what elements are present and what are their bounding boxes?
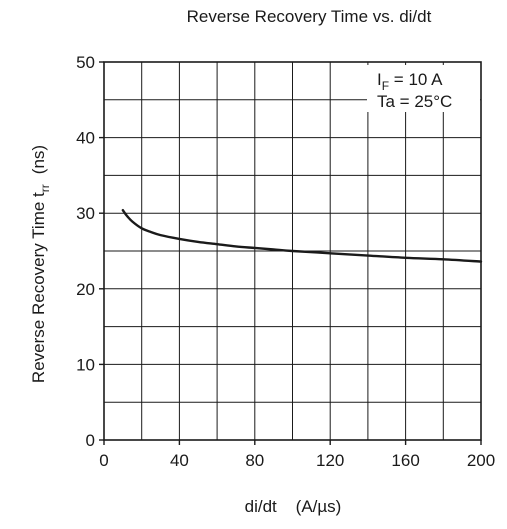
x-tick-label: 120 [316,451,344,470]
y-tick-label: 30 [76,204,95,223]
y-tick-labels: 0 10 20 30 40 50 [76,53,95,450]
annotation-forward-current-subscript: F [382,79,389,93]
y-axis-label-subscript: rr [38,184,52,192]
y-tick-label: 0 [86,431,95,450]
tick-marks [99,61,482,445]
chart-title: Reverse Recovery Time vs. di/dt [187,7,432,26]
x-tick-labels: 0 40 80 120 160 200 [99,451,495,470]
annotation-forward-current: IF = 10 A [377,70,443,93]
y-tick-label: 20 [76,280,95,299]
y-tick-label: 50 [76,53,95,72]
plot-frame [103,61,482,441]
series-line-trr [121,208,483,263]
x-tick-label: 200 [467,451,495,470]
x-tick-label: 160 [391,451,419,470]
x-tick-label: 40 [170,451,189,470]
annotation-background [367,65,480,112]
x-tick-label: 80 [245,451,264,470]
annotation-ambient-temperature: Ta = 25°C [377,92,452,111]
y-tick-label: 10 [76,355,95,374]
x-tick-label: 0 [99,451,108,470]
series-layer [121,208,483,263]
y-axis-label: Reverse Recovery Time trr(ns) [29,145,52,383]
y-tick-label: 40 [76,129,95,148]
x-axis-label: di/dt (A/µs) [245,497,342,516]
